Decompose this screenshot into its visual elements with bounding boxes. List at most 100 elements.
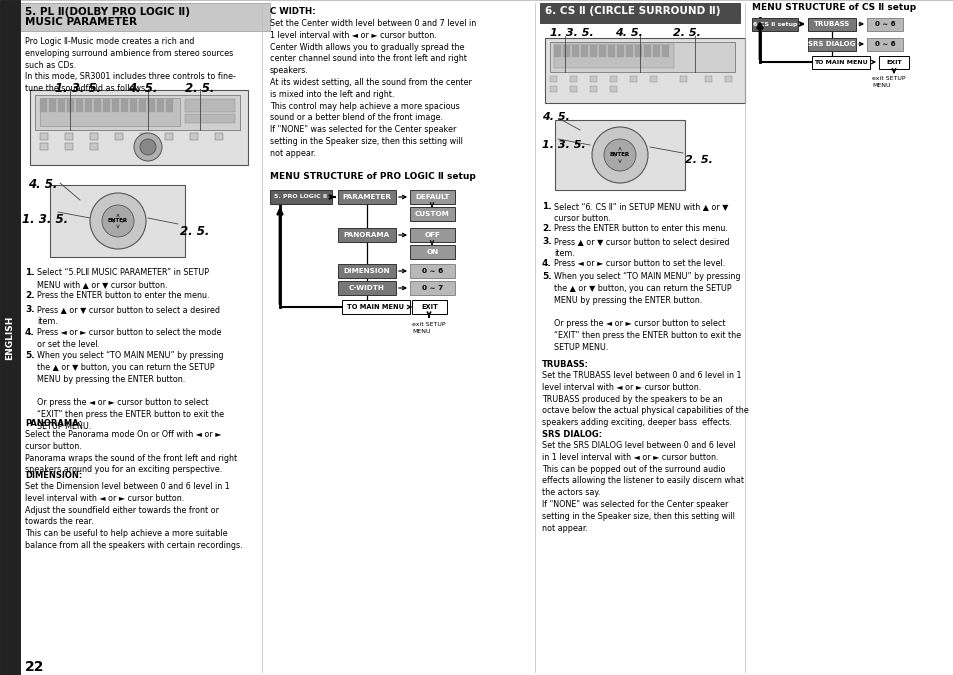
Text: 4. 5.: 4. 5. — [541, 112, 569, 122]
Text: PARAMETER: PARAMETER — [342, 194, 391, 200]
Bar — [562, 45, 569, 57]
Bar — [550, 42, 734, 72]
Bar — [629, 76, 637, 82]
Text: EXIT: EXIT — [420, 304, 437, 310]
Bar — [90, 143, 98, 150]
Bar — [550, 76, 557, 82]
Bar — [550, 86, 557, 92]
Text: ON: ON — [426, 249, 438, 255]
Text: 5.: 5. — [25, 351, 34, 360]
Bar — [270, 190, 332, 204]
Circle shape — [102, 205, 133, 237]
Text: MENU STRUCTURE of PRO LOGIC Ⅱ setup: MENU STRUCTURE of PRO LOGIC Ⅱ setup — [270, 172, 476, 181]
Text: When you select “TO MAIN MENU” by pressing
the ▲ or ▼ button, you can return the: When you select “TO MAIN MENU” by pressi… — [37, 351, 224, 431]
Bar — [635, 45, 641, 57]
Bar — [410, 281, 455, 295]
Text: ENTER: ENTER — [609, 153, 629, 157]
Text: 1. 3. 5.: 1. 3. 5. — [550, 28, 593, 38]
Bar — [555, 120, 684, 190]
Text: 0 ∼ 7: 0 ∼ 7 — [421, 285, 442, 291]
Bar — [751, 18, 797, 31]
Bar — [40, 143, 48, 150]
Text: EXIT: EXIT — [885, 60, 901, 65]
Bar — [20, 3, 270, 31]
Text: TO MAIN MENU: TO MAIN MENU — [813, 60, 867, 65]
Text: 4.: 4. — [25, 328, 34, 337]
Bar — [50, 185, 185, 257]
Bar — [90, 133, 98, 140]
Text: PANORAMA:: PANORAMA: — [25, 419, 82, 428]
Text: 1. 3. 5.: 1. 3. 5. — [22, 213, 68, 226]
Bar — [866, 38, 902, 51]
Text: DEFAULT: DEFAULT — [415, 194, 449, 200]
Text: DIMENSION:: DIMENSION: — [25, 471, 82, 480]
Text: 3.: 3. — [541, 237, 551, 246]
Text: CUSTOM: CUSTOM — [415, 211, 450, 217]
Text: Pro Logic Ⅱ-Music mode creates a rich and
enveloping surround ambience from ster: Pro Logic Ⅱ-Music mode creates a rich an… — [25, 37, 235, 93]
Bar — [112, 99, 119, 112]
Bar — [724, 76, 731, 82]
Text: 2.: 2. — [541, 224, 551, 233]
Bar — [85, 99, 91, 112]
Bar — [643, 45, 650, 57]
Circle shape — [133, 133, 162, 161]
Bar — [214, 133, 223, 140]
Bar — [410, 264, 455, 278]
Bar — [35, 95, 240, 130]
Text: 1. 3. 5.: 1. 3. 5. — [55, 82, 101, 95]
Text: When you select “TO MAIN MENU” by pressing
the ▲ or ▼ button, you can return the: When you select “TO MAIN MENU” by pressi… — [554, 272, 740, 352]
Text: TRUBASS:: TRUBASS: — [541, 360, 588, 369]
Text: 22: 22 — [25, 660, 45, 674]
Text: 1.: 1. — [25, 268, 34, 277]
Text: Press ▲ or ▼ cursor button to select desired
item.: Press ▲ or ▼ cursor button to select des… — [554, 237, 729, 258]
Bar — [589, 76, 597, 82]
Bar — [166, 99, 172, 112]
Text: exit SETUP
MENU: exit SETUP MENU — [412, 322, 445, 333]
Bar — [40, 99, 47, 112]
Bar — [58, 99, 65, 112]
Bar — [130, 99, 137, 112]
Text: 1.: 1. — [541, 202, 551, 211]
Bar — [412, 300, 447, 314]
Text: 2. 5.: 2. 5. — [180, 225, 209, 238]
Text: 2.: 2. — [25, 291, 34, 300]
Bar — [165, 133, 172, 140]
Text: Press ◄ or ► cursor button to set the level.: Press ◄ or ► cursor button to set the le… — [554, 259, 724, 268]
Bar — [337, 190, 395, 204]
Bar — [121, 99, 128, 112]
Text: 4. 5.: 4. 5. — [128, 82, 157, 95]
Text: 0 ∼ 6: 0 ∼ 6 — [874, 41, 894, 47]
Bar — [139, 99, 146, 112]
Bar — [807, 18, 855, 31]
Text: 1. 3. 5.: 1. 3. 5. — [541, 140, 585, 150]
Text: Select “6. CS Ⅱ” in SETUP MENU with ▲ or ▼
cursor button.: Select “6. CS Ⅱ” in SETUP MENU with ▲ or… — [554, 202, 727, 223]
Bar — [157, 99, 164, 112]
Bar — [140, 133, 148, 140]
Bar — [572, 45, 578, 57]
Text: 4.: 4. — [541, 259, 551, 268]
Bar — [569, 86, 577, 92]
Bar — [410, 207, 455, 221]
Bar — [341, 300, 410, 314]
Text: MUSIC PARAMETER: MUSIC PARAMETER — [25, 17, 137, 27]
Circle shape — [140, 139, 156, 155]
Text: 5. PRO LOGIC Ⅱ: 5. PRO LOGIC Ⅱ — [274, 194, 327, 200]
Bar — [625, 45, 633, 57]
Circle shape — [603, 139, 636, 171]
Text: 2. 5.: 2. 5. — [672, 28, 700, 38]
Bar — [589, 86, 597, 92]
Text: C-WIDTH: C-WIDTH — [349, 285, 384, 291]
Text: 5. PL Ⅱ(DOLBY PRO LOGIC Ⅱ): 5. PL Ⅱ(DOLBY PRO LOGIC Ⅱ) — [25, 7, 190, 17]
Bar — [337, 228, 395, 242]
Bar — [185, 99, 234, 112]
Text: Select the Panorama mode On or Off with ◄ or ►
cursor button.
Panorama wraps the: Select the Panorama mode On or Off with … — [25, 430, 237, 475]
Text: Select “5.PLⅡ MUSIC PARAMETER” in SETUP
MENU with ▲ or ▼ cursor button.: Select “5.PLⅡ MUSIC PARAMETER” in SETUP … — [37, 268, 209, 289]
Bar — [569, 76, 577, 82]
Text: TRUBASS: TRUBASS — [813, 22, 849, 28]
Bar — [190, 133, 198, 140]
Text: 2. 5.: 2. 5. — [185, 82, 214, 95]
Bar — [0, 0, 20, 675]
Text: 3.: 3. — [25, 305, 34, 314]
Bar — [539, 3, 740, 23]
Bar — [410, 228, 455, 242]
